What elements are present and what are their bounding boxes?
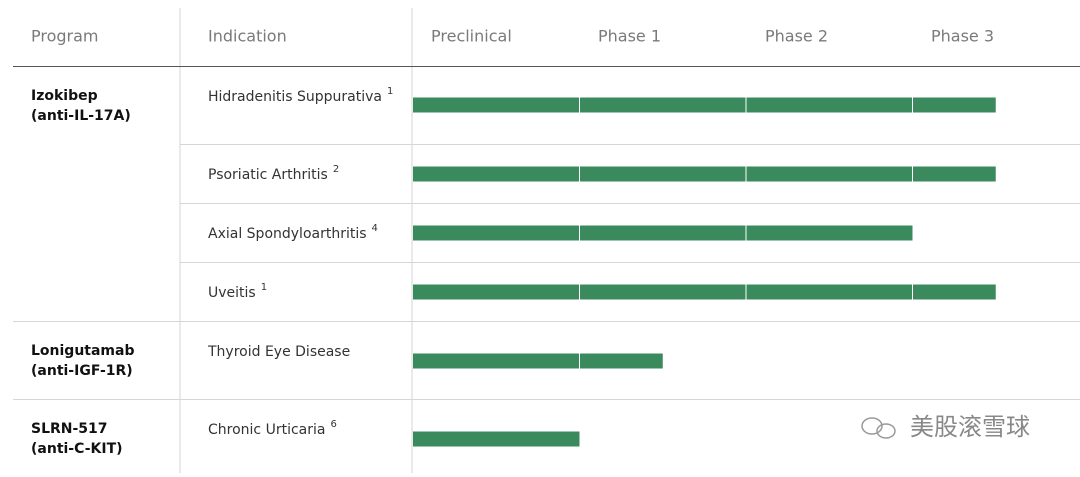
program-name: SLRN-517	[31, 421, 108, 437]
column-header: Program	[31, 27, 99, 46]
progress-bar	[413, 431, 580, 447]
indication: Axial Spondyloarthritis	[208, 226, 367, 242]
footnote-ref: 1	[387, 86, 393, 97]
column-header: Indication	[208, 27, 287, 46]
indication: Thyroid Eye Disease	[207, 344, 350, 360]
program-name: Izokibep	[31, 88, 98, 104]
footnote-ref: 6	[330, 419, 336, 430]
progress-bar	[413, 353, 663, 369]
progress-bar	[413, 225, 913, 241]
watermark: 美股滚雪球	[910, 413, 1030, 441]
column-header: Phase 3	[931, 27, 994, 46]
program-target: (anti-IGF-1R)	[31, 363, 133, 379]
program-target: (anti-C-KIT)	[31, 441, 123, 457]
indication: Hidradenitis Suppurativa	[208, 89, 382, 105]
footnote-ref: 2	[333, 164, 339, 175]
progress-bar	[413, 97, 996, 113]
footnote-ref: 1	[261, 282, 267, 293]
program-target: (anti-IL-17A)	[31, 108, 131, 124]
indication: Psoriatic Arthritis	[208, 167, 328, 183]
footnote-ref: 4	[372, 223, 378, 234]
column-header: Phase 2	[765, 27, 828, 46]
indication: Chronic Urticaria	[208, 422, 325, 438]
column-header: Preclinical	[431, 27, 512, 46]
indication: Uveitis	[208, 285, 256, 301]
column-header: Phase 1	[598, 27, 661, 46]
program-name: Lonigutamab	[31, 343, 135, 359]
progress-bar	[413, 166, 996, 182]
progress-bar	[413, 284, 996, 300]
watermark-icon	[861, 417, 896, 439]
